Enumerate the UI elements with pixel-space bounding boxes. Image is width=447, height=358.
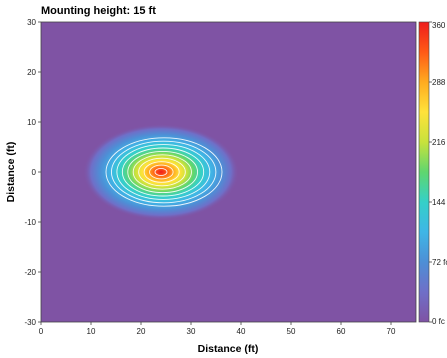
- contour-line: [143, 161, 180, 183]
- colorbar-label: 216 fc: [432, 138, 447, 147]
- colorbar-label: 144 fc: [432, 198, 447, 207]
- y-axis-label: Distance (ft): [5, 142, 17, 203]
- contour-line: [138, 157, 186, 187]
- contour-line: [105, 137, 223, 207]
- colorbar-label: 288 fc: [432, 78, 447, 87]
- x-axis-label: Distance (ft): [198, 343, 259, 355]
- y-tick-label: 20: [27, 68, 36, 77]
- x-tick-label: 50: [287, 327, 296, 336]
- x-tick-label: 0: [39, 327, 44, 336]
- contour-line: [132, 154, 192, 190]
- colorbar-label: 0 fc: [432, 317, 445, 326]
- colorbar-ticks: 360 288 fc 216 fc 144 fc 72 fc 0 fc: [429, 21, 447, 326]
- y-tick-label: -30: [24, 318, 36, 327]
- x-tick-label: 70: [387, 327, 396, 336]
- y-tick-label: -10: [24, 218, 36, 227]
- x-tick-label: 60: [337, 327, 346, 336]
- contour-line: [110, 140, 217, 204]
- y-tick-label: 30: [27, 18, 36, 27]
- colorbar-label: 72 fc: [432, 258, 447, 267]
- x-tick-label: 10: [87, 327, 96, 336]
- chart-title: Mounting height: 15 ft: [41, 5, 156, 17]
- contour-line: [154, 168, 168, 176]
- y-axis: 30 20 10 0 -10 -20 -30: [24, 18, 41, 327]
- x-tick-label: 40: [237, 327, 246, 336]
- colorbar-label: 360: [432, 21, 446, 30]
- y-tick-label: 0: [32, 168, 37, 177]
- contour-line: [116, 144, 211, 200]
- y-tick-label: -20: [24, 268, 36, 277]
- contour-line: [127, 150, 199, 194]
- colorbar: [418, 21, 430, 323]
- contour-line: [121, 147, 205, 197]
- x-axis: 0 10 20 30 40 50 60 70: [39, 322, 396, 336]
- y-tick-label: 10: [27, 118, 36, 127]
- x-tick-label: 20: [137, 327, 146, 336]
- contour-lines: [105, 137, 223, 207]
- contour-line: [149, 164, 174, 180]
- x-tick-label: 30: [187, 327, 196, 336]
